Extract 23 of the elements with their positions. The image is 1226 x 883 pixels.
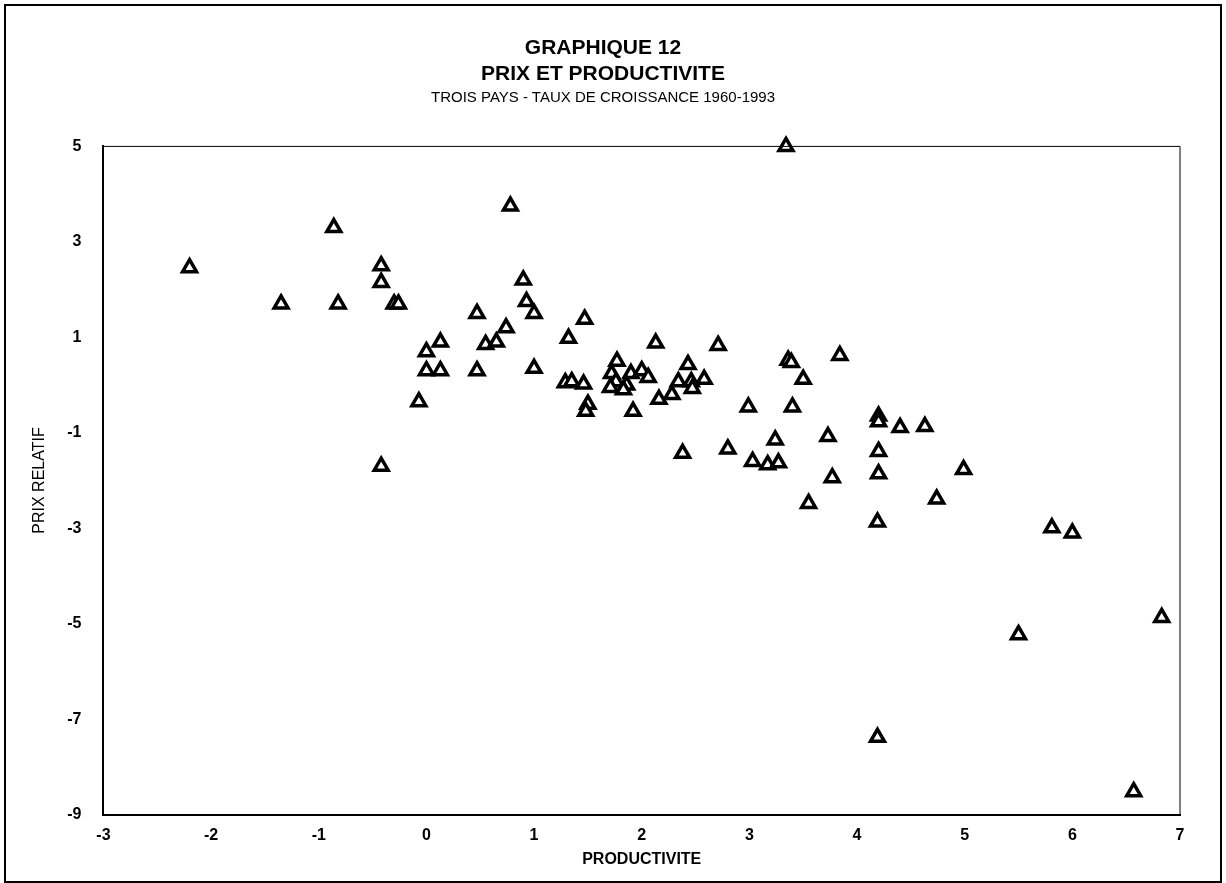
x-tick-label: -3	[96, 825, 111, 843]
x-tick-label: 3	[744, 825, 754, 843]
y-axis-title: PRIX RELATIF	[30, 427, 48, 534]
x-tick-label: 2	[637, 825, 647, 843]
x-tick-label: 4	[852, 825, 862, 843]
x-tick-label: 6	[1067, 825, 1077, 843]
y-tick-label: -5	[67, 614, 82, 632]
x-tick-label: -2	[203, 825, 219, 843]
y-tick-label: 1	[72, 327, 82, 345]
y-tick-label: 3	[72, 232, 82, 250]
x-tick-label: 0	[421, 825, 431, 843]
x-tick-label: 7	[1175, 825, 1185, 843]
chart-title: GRAPHIQUE 12 PRIX ET PRODUCTIVITE	[481, 35, 725, 84]
y-tick-label: -7	[67, 709, 82, 727]
chart-subtitle: TROIS PAYS - TAUX DE CROISSANCE 1960-1993	[430, 87, 776, 105]
y-tick-label: -3	[67, 518, 82, 536]
y-tick-label: -1	[67, 423, 82, 441]
x-tick-label: 5	[960, 825, 970, 843]
x-axis-title: PRODUCTIVITE	[582, 849, 702, 867]
x-tick-label: 1	[529, 825, 539, 843]
x-tick-label: -1	[311, 825, 326, 843]
y-tick-label: -9	[67, 805, 82, 823]
y-tick-label: 5	[72, 136, 82, 154]
